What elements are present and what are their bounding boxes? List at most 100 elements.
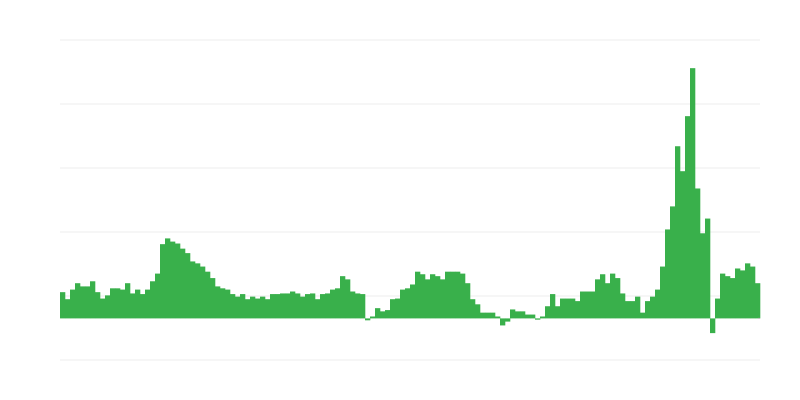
bar bbox=[210, 278, 216, 319]
bar bbox=[640, 312, 646, 319]
bar bbox=[130, 293, 136, 319]
bar bbox=[380, 311, 386, 319]
bar bbox=[370, 316, 376, 319]
bar bbox=[65, 299, 71, 319]
bar bbox=[405, 288, 411, 319]
bar bbox=[230, 294, 236, 319]
bar bbox=[745, 263, 751, 319]
bar bbox=[590, 291, 596, 319]
bar bbox=[375, 308, 381, 319]
bar bbox=[350, 291, 356, 319]
bar bbox=[605, 283, 611, 319]
bar bbox=[220, 288, 226, 319]
bar bbox=[600, 274, 606, 319]
bar bbox=[705, 218, 711, 319]
bar bbox=[70, 289, 76, 319]
bar bbox=[135, 289, 141, 319]
bar bbox=[250, 296, 256, 319]
bar bbox=[515, 311, 521, 319]
bar bbox=[575, 301, 581, 319]
bar bbox=[680, 171, 686, 319]
bar bbox=[675, 146, 681, 319]
bar bbox=[185, 253, 191, 319]
bar bbox=[480, 312, 486, 319]
bar bbox=[180, 248, 186, 319]
bar bbox=[60, 292, 66, 319]
bar bbox=[495, 316, 501, 319]
bar bbox=[195, 263, 201, 319]
bar bbox=[630, 301, 636, 319]
bar bbox=[150, 281, 156, 319]
bars bbox=[60, 68, 761, 334]
bar bbox=[105, 295, 111, 319]
bar bbox=[645, 301, 651, 319]
bar bbox=[75, 283, 81, 319]
bar bbox=[245, 299, 251, 319]
bar bbox=[365, 318, 371, 321]
bar bbox=[205, 271, 211, 319]
bar bbox=[160, 244, 166, 319]
bar bbox=[355, 293, 361, 319]
bar bbox=[555, 306, 561, 319]
bar bbox=[320, 294, 326, 319]
bar bbox=[565, 298, 571, 319]
bar bbox=[665, 229, 671, 319]
bar bbox=[715, 298, 721, 319]
bar bbox=[580, 291, 586, 319]
bar bbox=[110, 288, 116, 319]
bar bbox=[550, 294, 556, 319]
bar bbox=[345, 279, 351, 319]
bar bbox=[460, 273, 466, 319]
bar bbox=[305, 294, 311, 319]
bar bbox=[255, 298, 261, 319]
bar bbox=[300, 296, 306, 319]
bar bbox=[635, 296, 641, 319]
bar bbox=[285, 293, 291, 319]
bar bbox=[265, 299, 271, 319]
bar bbox=[215, 286, 221, 319]
bar bbox=[490, 312, 496, 319]
bar bbox=[235, 296, 241, 319]
bar bbox=[660, 266, 666, 319]
bar bbox=[85, 286, 91, 319]
bar bbox=[740, 270, 746, 319]
bar bbox=[485, 312, 491, 319]
bar bbox=[200, 266, 206, 319]
bar bbox=[310, 293, 316, 319]
bar bbox=[295, 293, 301, 319]
bar bbox=[415, 271, 421, 319]
bar bbox=[155, 273, 161, 319]
bar bbox=[655, 289, 661, 319]
bar bbox=[650, 296, 656, 319]
bar bbox=[610, 273, 616, 319]
bar bbox=[290, 291, 296, 319]
bar bbox=[430, 274, 436, 319]
bar bbox=[530, 314, 536, 319]
bar bbox=[465, 283, 471, 319]
bar bbox=[615, 278, 621, 319]
bar bbox=[445, 271, 451, 319]
bar bbox=[510, 309, 516, 319]
bar bbox=[340, 276, 346, 319]
bar bbox=[145, 289, 151, 319]
bar bbox=[695, 188, 701, 319]
bar bbox=[225, 289, 231, 319]
bar bbox=[750, 266, 756, 319]
bar bbox=[360, 294, 366, 319]
bar bbox=[540, 316, 546, 319]
bar bbox=[280, 293, 286, 319]
bar bbox=[755, 283, 761, 319]
bar bbox=[525, 314, 531, 319]
bar bbox=[115, 288, 121, 319]
bar bbox=[395, 298, 401, 319]
bar bbox=[270, 294, 276, 319]
bar bbox=[585, 291, 591, 319]
bar bbox=[140, 294, 146, 319]
bar bbox=[545, 306, 551, 319]
bar bbox=[170, 241, 176, 319]
bar bbox=[315, 299, 321, 319]
bar bbox=[475, 304, 481, 319]
bar bbox=[80, 286, 86, 319]
bar bbox=[685, 116, 691, 319]
